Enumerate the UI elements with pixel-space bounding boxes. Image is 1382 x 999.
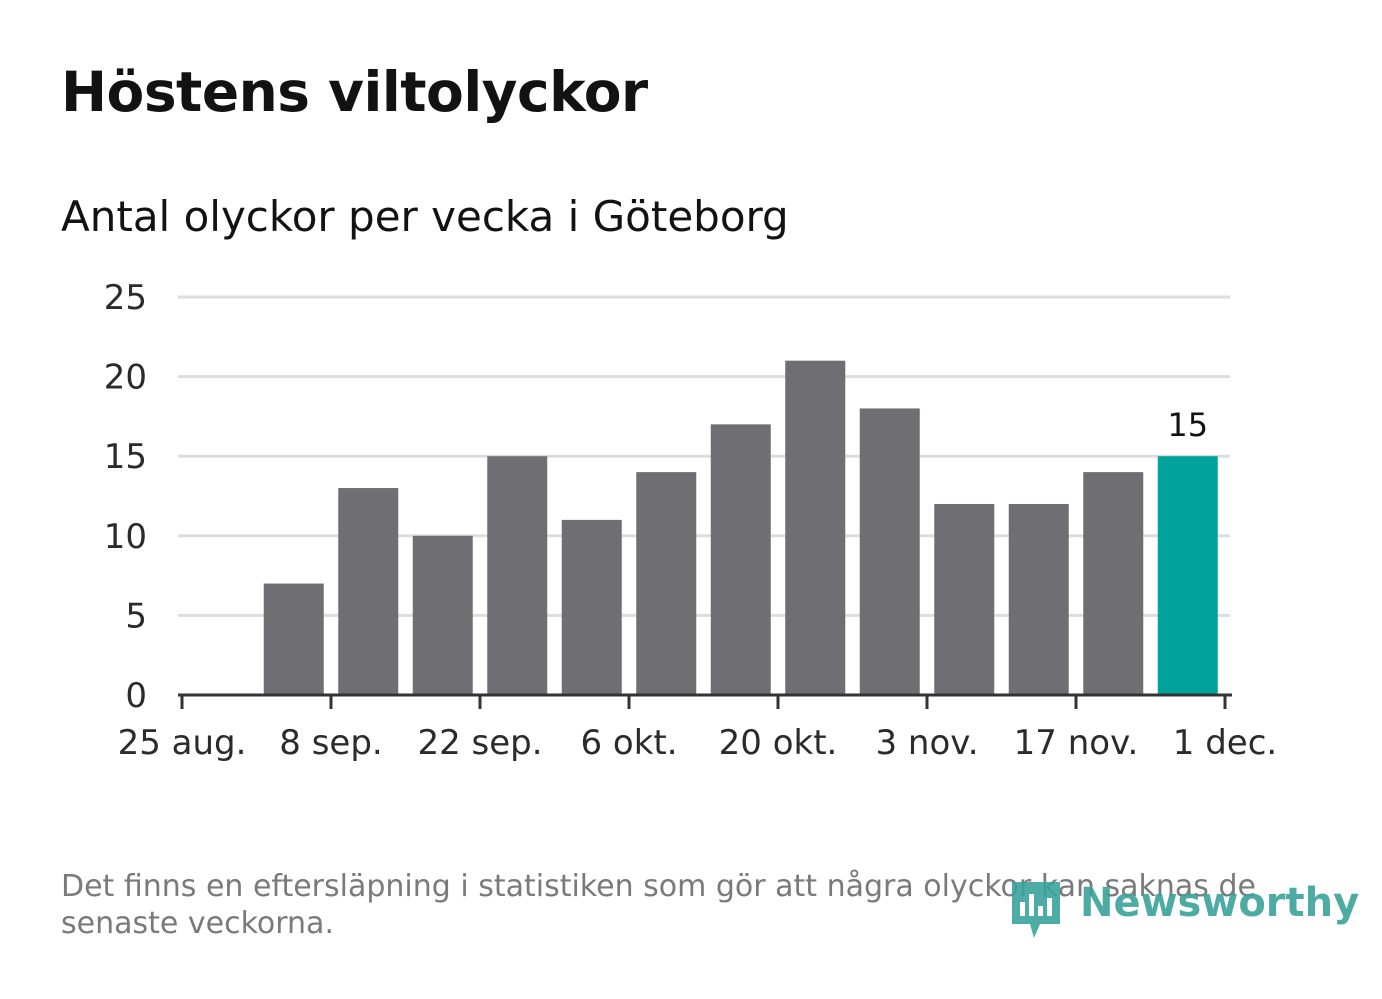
newsworthy-bar-icon: [1012, 882, 1060, 938]
x-axis-ticks: 25 aug. 8 sep. 22 sep. 6 okt. 20 okt. 3 nov. 1…: [118, 695, 1277, 763]
bar-3-nov: [934, 503, 995, 695]
bars: [263, 360, 1218, 695]
highlight-value-label: 15: [1167, 406, 1208, 444]
x-tick-label: 6 okt.: [580, 723, 677, 763]
y-tick-label: 25: [104, 278, 147, 318]
bar-6-okt: [636, 472, 697, 695]
bar-22-sep: [487, 456, 548, 695]
x-tick-label: 17 nov.: [1014, 723, 1139, 763]
bar-24-nov: [1157, 456, 1218, 695]
x-tick-label: 25 aug.: [118, 723, 247, 763]
chart-title: Höstens viltolyckor: [61, 60, 648, 124]
y-axis-ticks: 0 5 10 15 20 25: [104, 278, 147, 716]
bar-17-nov: [1083, 472, 1144, 695]
bar-13-okt: [710, 424, 771, 695]
bar-15-sep: [412, 535, 473, 695]
bar-10-nov: [1008, 503, 1069, 695]
x-tick-label: 1 dec.: [1173, 723, 1277, 763]
logo-text: Newsworthy: [1080, 880, 1360, 926]
x-tick-label: 3 nov.: [875, 723, 978, 763]
x-tick-label: 8 sep.: [279, 723, 382, 763]
newsworthy-logo: Newsworthy: [1010, 878, 1359, 942]
y-tick-label: 15: [104, 437, 147, 477]
x-tick-label: 22 sep.: [417, 723, 542, 763]
bar-chart: 0 5 10 15 20 25 15 25 aug. 8 sep. 22 sep. 6 okt.…: [104, 278, 1277, 763]
bar-8-sep: [338, 488, 399, 695]
y-tick-label: 0: [125, 676, 147, 716]
y-tick-label: 10: [104, 517, 147, 557]
bar-27-okt: [859, 408, 920, 695]
bar-20-okt: [785, 360, 846, 695]
bar-1-sep: [263, 583, 324, 695]
bar-29-sep: [561, 519, 622, 695]
value-labels: 15: [1167, 406, 1208, 444]
grid-lines: [178, 295, 1230, 617]
x-tick-label: 20 okt.: [719, 723, 838, 763]
y-tick-label: 5: [125, 596, 147, 636]
chart-subtitle: Antal olyckor per vecka i Göteborg: [61, 192, 789, 241]
y-tick-label: 20: [104, 358, 147, 398]
